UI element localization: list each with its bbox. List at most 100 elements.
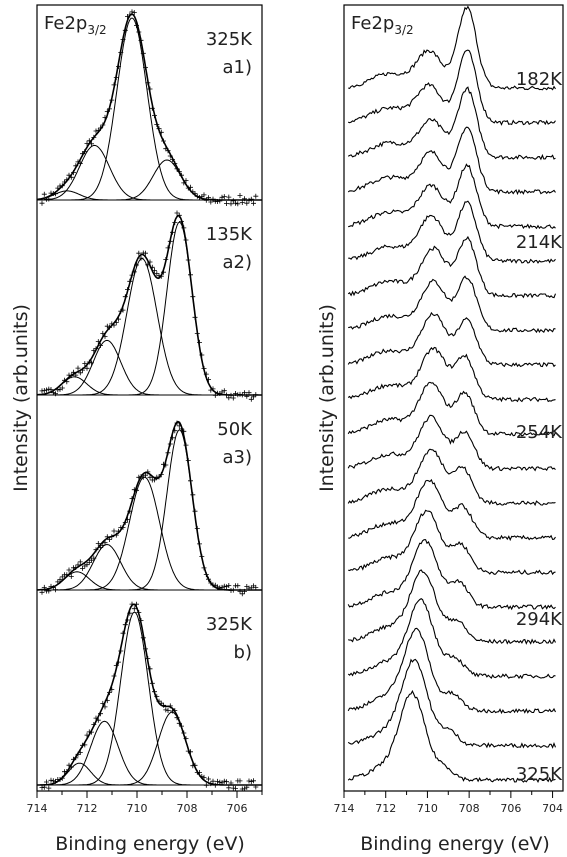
data-point-marker [118, 308, 124, 314]
x-tick-label: 706 [227, 802, 248, 815]
data-point-marker [251, 778, 256, 784]
data-point-marker [104, 698, 110, 704]
data-point-marker [113, 75, 119, 80]
data-point-marker [156, 474, 162, 480]
data-point-marker [174, 420, 180, 426]
data-point-marker [239, 200, 245, 205]
data-point-marker [224, 584, 229, 590]
x-tick-label: 712 [375, 802, 396, 815]
data-point-marker [129, 496, 135, 502]
data-point-marker [183, 237, 189, 243]
data-point-marker [118, 50, 124, 55]
data-point-marker [116, 316, 121, 322]
data-point-marker [176, 169, 182, 174]
data-point-marker [140, 635, 146, 641]
data-point-marker [201, 365, 207, 371]
data-point-marker [206, 576, 211, 582]
data-point-marker [203, 572, 209, 578]
data-point-marker [185, 185, 191, 191]
left-x-axis-label: Binding energy (eV) [55, 833, 245, 855]
data-point-marker [152, 113, 157, 119]
data-point-marker [73, 372, 79, 378]
data-point-marker [253, 193, 259, 199]
data-point-marker [230, 395, 236, 401]
data-point-marker [93, 346, 99, 352]
data-point-marker [170, 229, 175, 235]
data-point-marker [163, 257, 169, 262]
data-point-marker [226, 583, 232, 588]
data-point-marker [221, 778, 227, 784]
data-point-marker [102, 540, 108, 546]
right-plot-frame [343, 4, 564, 792]
data-point-marker [129, 272, 135, 278]
data-point-marker [174, 715, 180, 721]
data-point-marker [244, 200, 250, 206]
data-point-marker [116, 659, 121, 665]
data-point-marker [172, 219, 178, 225]
data-point-marker [143, 64, 148, 70]
data-point-marker [206, 195, 211, 201]
data-point-marker [239, 591, 245, 597]
data-point-marker [246, 778, 252, 784]
data-point-marker [46, 196, 52, 202]
data-point-marker [179, 426, 184, 432]
data-point-marker [102, 704, 108, 710]
data-point-marker [248, 396, 254, 402]
data-point-marker [125, 617, 130, 623]
data-point-marker [156, 273, 162, 279]
data-point-marker [230, 198, 236, 204]
data-point-marker [161, 138, 166, 144]
data-point-marker [224, 779, 229, 785]
data-point-marker [122, 519, 128, 525]
data-point-marker [113, 532, 119, 538]
data-point-marker [66, 567, 72, 573]
data-point-marker [98, 343, 103, 348]
data-point-marker [102, 333, 108, 339]
data-point-marker [82, 361, 88, 367]
left-element-label: Fe2p3/2 [44, 13, 107, 37]
data-point-marker [174, 210, 180, 216]
data-point-marker [197, 339, 202, 345]
data-point-marker [89, 141, 94, 147]
data-point-marker [179, 218, 184, 224]
data-point-marker [77, 161, 83, 167]
data-point-marker [183, 736, 189, 742]
spectrum-series-line [347, 381, 556, 437]
spectrum-series-line [348, 49, 556, 126]
data-point-marker [84, 732, 90, 738]
spectrum-series-line [347, 235, 557, 299]
data-point-marker [206, 776, 211, 782]
fit-component-curve [37, 720, 262, 786]
right-temperature-labels: 182K 214K 254K 294K 325K [516, 69, 563, 785]
data-point-marker [161, 702, 166, 708]
left-x-ticks: 714 712 710 708 706 [27, 791, 263, 815]
fit-component-curve [37, 339, 262, 396]
data-point-marker [53, 191, 58, 197]
left-element-main: Fe2p [44, 13, 87, 34]
data-point-marker [172, 708, 178, 713]
data-point-marker [55, 185, 61, 191]
spectrum-series-line [347, 346, 556, 403]
data-point-marker [107, 324, 112, 330]
data-point-marker [154, 121, 160, 127]
data-point-marker [80, 151, 85, 157]
data-point-marker [221, 583, 227, 589]
data-point-marker [226, 785, 232, 791]
spectrum-series-line [347, 126, 556, 196]
data-point-marker [210, 778, 216, 784]
data-point-marker [109, 534, 115, 540]
data-point-marker [64, 177, 70, 183]
panel-tag-label: b) [234, 642, 252, 663]
data-point-marker [50, 585, 56, 591]
data-point-marker [75, 562, 81, 568]
spectrum-series-line [348, 275, 556, 334]
spectrum-series-line [347, 414, 556, 472]
data-point-marker [89, 557, 94, 563]
data-point-marker [129, 601, 135, 607]
data-point-marker [95, 541, 101, 546]
right-chart-panel: 714 712 710 708 706 704 Binding energy (eV) I… [316, 4, 564, 855]
data-point-marker [80, 367, 85, 373]
data-point-marker [208, 781, 214, 787]
data-point-marker [183, 178, 189, 184]
data-point-marker [138, 618, 144, 623]
